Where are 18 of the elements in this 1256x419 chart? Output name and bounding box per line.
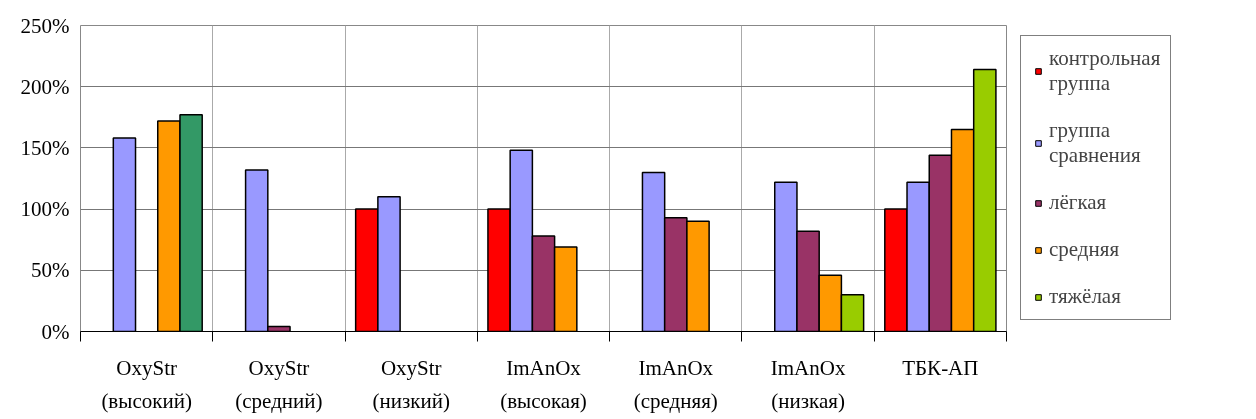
legend-label: контрольная группа bbox=[1049, 46, 1161, 96]
x-tick-label: ТБК-АП bbox=[902, 355, 979, 380]
y-tick-label: 0% bbox=[41, 319, 70, 344]
legend-label: лёгкая bbox=[1049, 190, 1107, 215]
y-tick-label: 250% bbox=[20, 13, 70, 38]
y-tick-label: 100% bbox=[20, 197, 70, 222]
legend-label: тяжёлая bbox=[1049, 284, 1121, 309]
category-label: ImAnOx (средняя) bbox=[633, 355, 718, 413]
y-tick-label: 150% bbox=[20, 135, 70, 160]
category-label: OxyStr (средний) bbox=[235, 355, 323, 413]
y-tick-label: 50% bbox=[31, 258, 70, 283]
category-label: OxyStr (высокий) bbox=[101, 355, 192, 413]
y-tick-label: 200% bbox=[20, 74, 70, 99]
legend-label: группа сравнения bbox=[1049, 118, 1141, 168]
category-label: ImAnOx (высокая) bbox=[500, 355, 587, 413]
category-label: ImAnOx (низкая) bbox=[770, 355, 846, 413]
category-label: OxyStr (низкий) bbox=[372, 355, 450, 413]
legend-label: средняя bbox=[1049, 237, 1120, 262]
